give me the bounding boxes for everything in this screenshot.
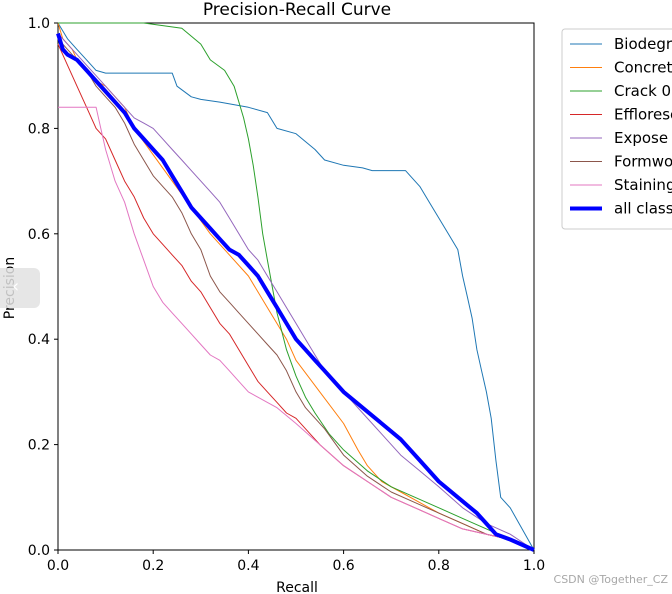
x-tick-label: 0.8	[428, 558, 450, 574]
series-line-concret	[57, 22, 535, 551]
x-axis-label: Recall	[276, 580, 318, 594]
x-tick-label: 0.6	[332, 558, 354, 574]
watermark: CSDN @Together_CZ	[553, 573, 668, 586]
legend-box	[561, 28, 672, 230]
series-lines	[56, 22, 535, 552]
legend-label: Crack 0	[614, 82, 671, 100]
x-tick-label: 0.2	[142, 558, 164, 574]
series-line-crack-0	[58, 22, 535, 551]
axes-frame	[57, 22, 535, 551]
chevron-left-icon: ‹	[12, 276, 20, 297]
side-collapse-tab[interactable]: ‹	[0, 268, 40, 308]
series-line-expose	[57, 33, 535, 551]
y-tick-label: 0.0	[28, 543, 50, 559]
legend-label: Staining	[614, 176, 672, 194]
y-tick-label: 0.2	[28, 438, 50, 454]
y-tick-label: 1.0	[28, 16, 50, 32]
x-tick-label: 0.4	[237, 558, 259, 574]
x-tick-label: 1.0	[523, 558, 545, 574]
x-tick-label: 0.0	[47, 558, 69, 574]
legend-label: Effloresc	[614, 106, 672, 124]
legend-label: Biodegr	[614, 35, 672, 53]
y-tick-label: 0.6	[28, 227, 50, 243]
legend-label: all class	[614, 200, 672, 218]
series-line-all-class	[56, 32, 535, 552]
legend-label: Expose	[614, 129, 668, 147]
legend-label: Formwo	[614, 153, 672, 171]
chart-title: Precision-Recall Curve	[203, 0, 391, 20]
series-line-staining	[58, 106, 535, 551]
y-tick-label: 0.4	[28, 332, 50, 348]
axis-ticks: 0.0 0.2 0.4 0.6 0.8 1.0 0.0 0.2 0.4 0.6 0.8 1.0	[28, 16, 545, 574]
y-tick-label: 0.8	[28, 121, 50, 137]
legend: Biodegr Concret Crack 0 Effloresc Expose Form…	[561, 28, 672, 230]
series-line-biodegr	[57, 22, 535, 551]
plot-frame	[57, 22, 535, 551]
legend-label: Concret	[614, 59, 672, 77]
series-line-formwo	[57, 38, 535, 551]
